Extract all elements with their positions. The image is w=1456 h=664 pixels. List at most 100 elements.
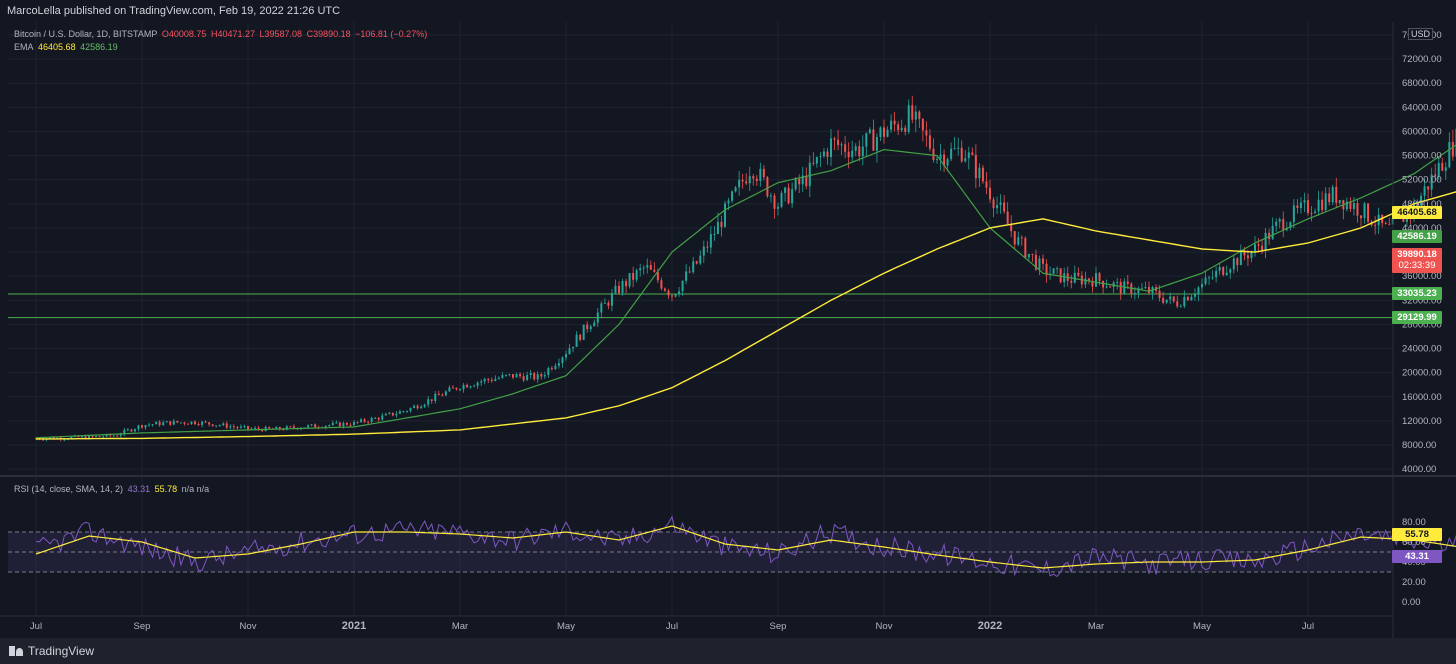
candle-body: [978, 167, 981, 179]
candle-body: [1356, 203, 1359, 216]
candle-body: [656, 271, 659, 281]
rsi-legend-value: 43.31: [127, 484, 151, 494]
change-value: −106.81 (−0.27%): [355, 29, 428, 39]
candle-body: [1314, 211, 1317, 214]
price-tick-label: 60000.00: [1402, 126, 1442, 137]
time-tick-label: Sep: [770, 621, 787, 632]
candle-body: [487, 378, 490, 380]
candle-body: [904, 127, 907, 132]
candle-body: [724, 203, 726, 228]
time-tick-label: Sep: [134, 621, 151, 632]
candle-body: [784, 187, 787, 193]
ema-legend: EMA 46405.68 42586.19: [14, 42, 120, 52]
candle-body: [155, 421, 158, 425]
rsi-label[interactable]: RSI (14, close, SMA, 14, 2): [14, 484, 124, 494]
candle-body: [331, 422, 334, 426]
candle-body: [448, 387, 451, 392]
time-tick-label: Mar: [1088, 621, 1104, 632]
bottom-bar: [0, 638, 1456, 664]
candle-body: [561, 357, 564, 364]
symbol-label[interactable]: Bitcoin / U.S. Dollar, 1D, BITSTAMP: [14, 29, 158, 39]
candle-body: [437, 393, 440, 396]
candle-body: [989, 187, 991, 200]
chart-area[interactable]: 4000.00 8000.00 12000.00 16000.00 20000.00 24…: [0, 22, 1456, 638]
low-value: L39587.08: [259, 29, 303, 39]
candle-body: [314, 424, 317, 428]
candle-body: [239, 426, 242, 428]
candle-body: [172, 420, 175, 425]
candle-body: [695, 261, 698, 264]
candle-body: [1296, 205, 1299, 208]
candle-body: [1264, 232, 1267, 251]
candle-body: [1176, 301, 1179, 307]
candle-body: [918, 111, 921, 119]
candle-body: [565, 354, 567, 358]
ema-short-price-tag: 42586.19: [1392, 230, 1442, 243]
candle-body: [911, 105, 914, 120]
candle-body: [1102, 280, 1105, 288]
candle-body: [759, 168, 762, 182]
candle-body: [674, 294, 677, 297]
candle-body: [1084, 278, 1087, 285]
candle-body: [292, 426, 295, 428]
candle-body: [398, 411, 401, 414]
candle-body: [1126, 281, 1129, 284]
candle-body: [430, 399, 433, 401]
candle-body: [494, 378, 497, 381]
candle-body: [455, 387, 458, 390]
candle-body: [1374, 225, 1377, 227]
candle-body: [247, 426, 249, 429]
candle-body: [250, 428, 253, 430]
candle-body: [625, 281, 628, 287]
candle-body: [261, 429, 264, 432]
candle-body: [575, 334, 578, 347]
candle-body: [953, 148, 956, 150]
candle-body: [812, 162, 815, 164]
candle-body: [123, 429, 126, 435]
candle-body: [981, 167, 984, 182]
tradingview-logo[interactable]: TradingView: [9, 644, 94, 658]
tradingview-logo-icon: [9, 646, 23, 656]
rsi-sma-line: [35, 525, 1456, 569]
candle-body: [204, 421, 207, 423]
candle-body: [1105, 286, 1108, 288]
candle-body: [709, 234, 712, 248]
candle-body: [504, 374, 507, 376]
candle-body: [1193, 294, 1196, 297]
candle-body: [137, 425, 140, 430]
candle-body: [1420, 195, 1423, 206]
candle-body: [840, 144, 843, 146]
candle-body: [582, 324, 585, 340]
price-tick-label: 4000.00: [1402, 464, 1436, 475]
candle-body: [773, 195, 776, 209]
candle-body: [490, 379, 493, 381]
price-tick-label: 16000.00: [1402, 392, 1442, 403]
candle-body: [794, 178, 797, 190]
candle-body: [822, 151, 825, 157]
candle-body: [441, 395, 444, 397]
candle-body: [858, 146, 861, 157]
candle-body: [483, 378, 486, 382]
candle-body: [1225, 272, 1228, 276]
rsi-tick-label: 60.00: [1402, 537, 1426, 548]
candle-body: [1045, 263, 1048, 276]
currency-badge[interactable]: USD: [1408, 28, 1434, 40]
candle-body: [197, 424, 200, 426]
candle-body: [1363, 203, 1366, 219]
candle-body: [914, 111, 917, 120]
candle-body: [1338, 200, 1341, 204]
candle-body: [769, 195, 772, 197]
candle-body: [1162, 297, 1165, 303]
candle-body: [791, 189, 794, 204]
candle-body: [1388, 223, 1391, 225]
candle-body: [183, 422, 186, 424]
time-tick-label: Nov: [240, 621, 257, 632]
candle-body: [716, 221, 719, 235]
time-tick-label: May: [557, 621, 575, 632]
price-tick-label: 24000.00: [1402, 344, 1442, 355]
candle-body: [165, 421, 168, 423]
candle-body: [363, 419, 366, 422]
candle-body: [1307, 200, 1309, 214]
candle-body: [748, 176, 751, 184]
ema-label[interactable]: EMA: [14, 42, 34, 52]
